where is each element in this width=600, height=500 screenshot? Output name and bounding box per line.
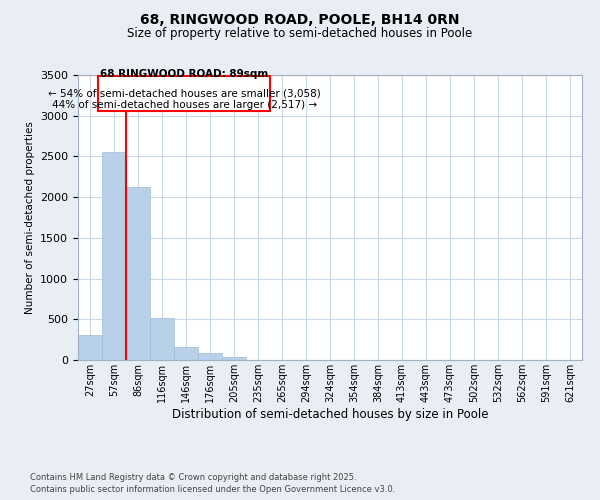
Text: 68 RINGWOOD ROAD: 89sqm: 68 RINGWOOD ROAD: 89sqm <box>100 70 268 80</box>
Bar <box>198 354 222 360</box>
Bar <box>222 356 246 360</box>
Text: Size of property relative to semi-detached houses in Poole: Size of property relative to semi-detach… <box>127 28 473 40</box>
Bar <box>102 152 126 360</box>
Text: ← 54% of semi-detached houses are smaller (3,058): ← 54% of semi-detached houses are smalle… <box>48 88 320 99</box>
Bar <box>78 335 102 360</box>
Text: 44% of semi-detached houses are larger (2,517) →: 44% of semi-detached houses are larger (… <box>52 100 317 110</box>
Bar <box>126 188 150 360</box>
Text: Contains HM Land Registry data © Crown copyright and database right 2025.: Contains HM Land Registry data © Crown c… <box>30 472 356 482</box>
Text: 68, RINGWOOD ROAD, POOLE, BH14 0RN: 68, RINGWOOD ROAD, POOLE, BH14 0RN <box>140 12 460 26</box>
FancyBboxPatch shape <box>98 76 270 111</box>
Bar <box>150 318 174 360</box>
Y-axis label: Number of semi-detached properties: Number of semi-detached properties <box>25 121 35 314</box>
Text: Contains public sector information licensed under the Open Government Licence v3: Contains public sector information licen… <box>30 485 395 494</box>
Bar <box>174 348 198 360</box>
X-axis label: Distribution of semi-detached houses by size in Poole: Distribution of semi-detached houses by … <box>172 408 488 420</box>
